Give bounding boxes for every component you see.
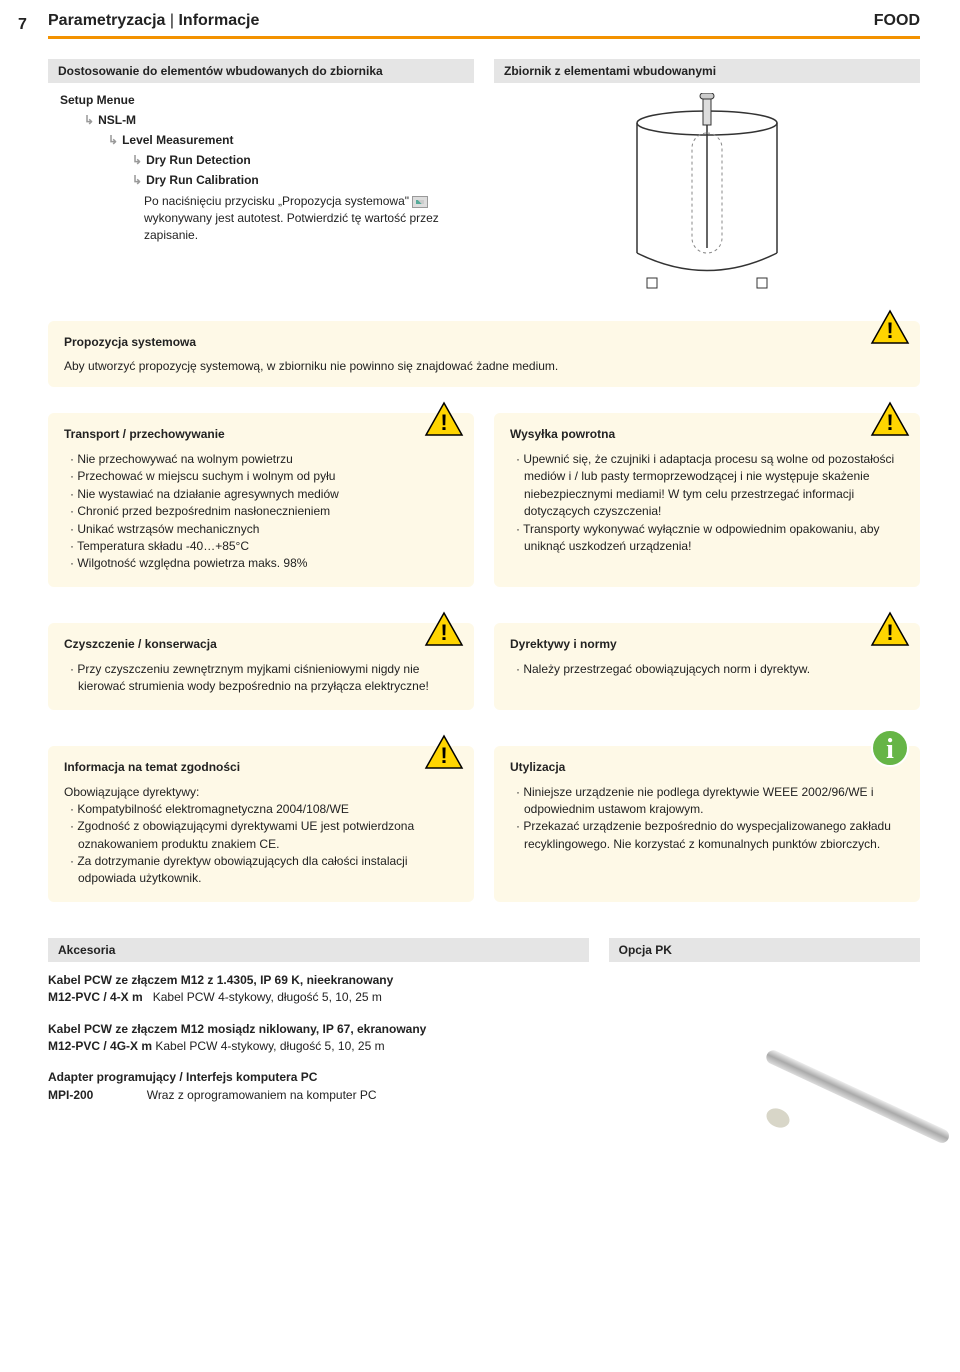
disposal-title: Utylizacja xyxy=(510,760,904,774)
disposal-list: Niniejsze urządzenie nie podlega dyrekty… xyxy=(510,784,904,854)
info-icon: i xyxy=(870,728,910,768)
list-item: Niniejsze urządzenie nie podlega dyrekty… xyxy=(516,784,904,819)
calib-text-part2: wykonywany jest autotest. Potwierdzić tę… xyxy=(144,211,439,242)
list-item: Nie wystawiać na działanie agresywnych m… xyxy=(70,486,458,503)
cleaning-box: ! Czyszczenie / konserwacja Przy czyszcz… xyxy=(48,623,474,710)
svg-text:!: ! xyxy=(440,743,447,768)
tank-diagram xyxy=(617,93,797,293)
conformity-list: Kompatybilność elektromagnetyczna 2004/1… xyxy=(64,801,458,888)
accessories-section: Akcesoria Kabel PCW ze złączem M12 z 1.4… xyxy=(48,938,589,1118)
tree-l4a-label: Dry Run Detection xyxy=(146,153,251,167)
warning-icon: ! xyxy=(424,401,464,437)
svg-text:i: i xyxy=(886,734,894,765)
return-shipment-box: ! Wysyłka powrotna Upewnić się, że czujn… xyxy=(494,413,920,587)
list-item: Unikać wstrząsów mechanicznych xyxy=(70,521,458,538)
list-item: Należy przestrzegać obowiązujących norm … xyxy=(516,661,904,678)
list-item: Upewnić się, że czujniki i adaptacja pro… xyxy=(516,451,904,521)
transport-list: Nie przechowywać na wolnym powietrzu Prz… xyxy=(64,451,458,573)
warning-icon: ! xyxy=(870,309,910,345)
accessory-desc: Kabel PCW 4-stykowy, długość 5, 10, 25 m xyxy=(153,990,382,1004)
return-title: Wysyłka powrotna xyxy=(510,427,904,441)
accessory-heading: Kabel PCW ze złączem M12 z 1.4305, IP 69… xyxy=(48,973,393,987)
accessories-title: Akcesoria xyxy=(48,938,589,962)
return-list: Upewnić się, że czujniki i adaptacja pro… xyxy=(510,451,904,555)
tree-level4a: ↳ Dry Run Detection xyxy=(132,153,474,167)
directives-list: Należy przestrzegać obowiązujących norm … xyxy=(510,661,904,678)
warning-icon: ! xyxy=(870,611,910,647)
option-pk-section: Opcja PK xyxy=(609,938,920,1118)
list-item: Chronić przed bezpośrednim nasłonecznien… xyxy=(70,503,458,520)
tank-section-title: Zbiornik z elementami wbudowanymi xyxy=(494,59,920,83)
tree-level3: ↳ Level Measurement xyxy=(108,133,474,147)
svg-text:!: ! xyxy=(440,620,447,645)
header-divider xyxy=(48,36,920,39)
list-item: Za dotrzymanie dyrektyw obowiązujących d… xyxy=(70,853,458,888)
accessory-item: Kabel PCW ze złączem M12 mosiądz niklowa… xyxy=(48,1021,589,1056)
transport-box: ! Transport / przechowywanie Nie przecho… xyxy=(48,413,474,587)
accessory-code: MPI-200 xyxy=(48,1088,93,1102)
page-header: Parametryzacja | Informacje FOOD xyxy=(0,0,960,36)
warning-icon: ! xyxy=(424,734,464,770)
list-item: Przechować w miejscu suchym i wolnym od … xyxy=(70,468,458,485)
tree-arrow-icon: ↳ xyxy=(108,133,118,147)
accessory-code: M12-PVC / 4-X m xyxy=(48,990,143,1004)
header-title-left: Parametryzacja xyxy=(48,12,165,29)
system-proposal-text: Aby utworzyć propozycję systemową, w zbi… xyxy=(64,359,904,373)
system-proposal-icon xyxy=(412,196,428,208)
tree-l4b-label: Dry Run Calibration xyxy=(146,173,259,187)
warning-icon: ! xyxy=(424,611,464,647)
calibration-text: Po naciśnięciu przycisku „Propozycja sys… xyxy=(144,193,474,243)
conformity-heading: Obowiązujące dyrektywy: xyxy=(64,784,458,801)
tree-arrow-icon: ↳ xyxy=(132,153,142,167)
setup-section-title: Dostosowanie do elementów wbudowanych do… xyxy=(48,59,474,83)
list-item: Przekazać urządzenie bezpośrednio do wys… xyxy=(516,818,904,853)
tree-arrow-icon: ↳ xyxy=(132,173,142,187)
page-number: 7 xyxy=(18,16,27,34)
accessory-desc: Wraz z oprogramowaniem na komputer PC xyxy=(147,1088,377,1102)
header-brand: FOOD xyxy=(874,12,920,30)
disposal-box: i Utylizacja Niniejsze urządzenie nie po… xyxy=(494,746,920,902)
system-proposal-title: Propozycja systemowa xyxy=(64,335,904,349)
system-proposal-box: ! Propozycja systemowa Aby utworzyć prop… xyxy=(48,321,920,387)
menu-tree: Setup Menue ↳ NSL-M ↳ Level Measurement ↳ D… xyxy=(48,93,474,243)
tree-level2: ↳ NSL-M xyxy=(84,113,474,127)
accessory-desc: Kabel PCW 4-stykowy, długość 5, 10, 25 m xyxy=(155,1039,384,1053)
list-item: Nie przechowywać na wolnym powietrzu xyxy=(70,451,458,468)
list-item: Wilgotność względna powietrza maks. 98% xyxy=(70,555,458,572)
conformity-title: Informacja na temat zgodności xyxy=(64,760,458,774)
list-item: Zgodność z obowiązującymi dyrektywami UE… xyxy=(70,818,458,853)
svg-text:!: ! xyxy=(440,410,447,435)
directives-box: ! Dyrektywy i normy Należy przestrzegać … xyxy=(494,623,920,710)
list-item: Temperatura składu -40…+85°C xyxy=(70,538,458,555)
tree-l3-label: Level Measurement xyxy=(122,133,233,147)
accessory-heading: Kabel PCW ze złączem M12 mosiądz niklowa… xyxy=(48,1022,426,1036)
cleaning-list: Przy czyszczeniu zewnętrznym myjkami ciś… xyxy=(64,661,458,696)
conformity-box: ! Informacja na temat zgodności Obowiązu… xyxy=(48,746,474,902)
tree-level4b: ↳ Dry Run Calibration xyxy=(132,173,474,187)
svg-text:!: ! xyxy=(886,620,893,645)
list-item: Przy czyszczeniu zewnętrznym myjkami ciś… xyxy=(70,661,458,696)
header-title-right: Informacje xyxy=(178,12,259,29)
tree-arrow-icon: ↳ xyxy=(84,113,94,127)
list-item: Transporty wykonywać wyłącznie w odpowie… xyxy=(516,521,904,556)
tree-root: Setup Menue xyxy=(60,93,474,107)
probe-image xyxy=(730,1008,950,1148)
accessory-heading: Adapter programujący / Interfejs kompute… xyxy=(48,1070,317,1084)
header-title: Parametryzacja | Informacje xyxy=(48,12,874,30)
list-item: Kompatybilność elektromagnetyczna 2004/1… xyxy=(70,801,458,818)
svg-text:!: ! xyxy=(886,410,893,435)
cleaning-title: Czyszczenie / konserwacja xyxy=(64,637,458,651)
option-pk-title: Opcja PK xyxy=(609,938,920,962)
warning-icon: ! xyxy=(870,401,910,437)
accessory-item: Kabel PCW ze złączem M12 z 1.4305, IP 69… xyxy=(48,972,589,1007)
directives-title: Dyrektywy i normy xyxy=(510,637,904,651)
accessory-code: M12-PVC / 4G-X m xyxy=(48,1039,152,1053)
tree-l2-label: NSL-M xyxy=(98,113,136,127)
calib-text-part: Po naciśnięciu przycisku „Propozycja sys… xyxy=(144,194,412,208)
transport-title: Transport / przechowywanie xyxy=(64,427,458,441)
svg-text:!: ! xyxy=(886,318,893,343)
accessory-item: Adapter programujący / Interfejs kompute… xyxy=(48,1069,589,1104)
